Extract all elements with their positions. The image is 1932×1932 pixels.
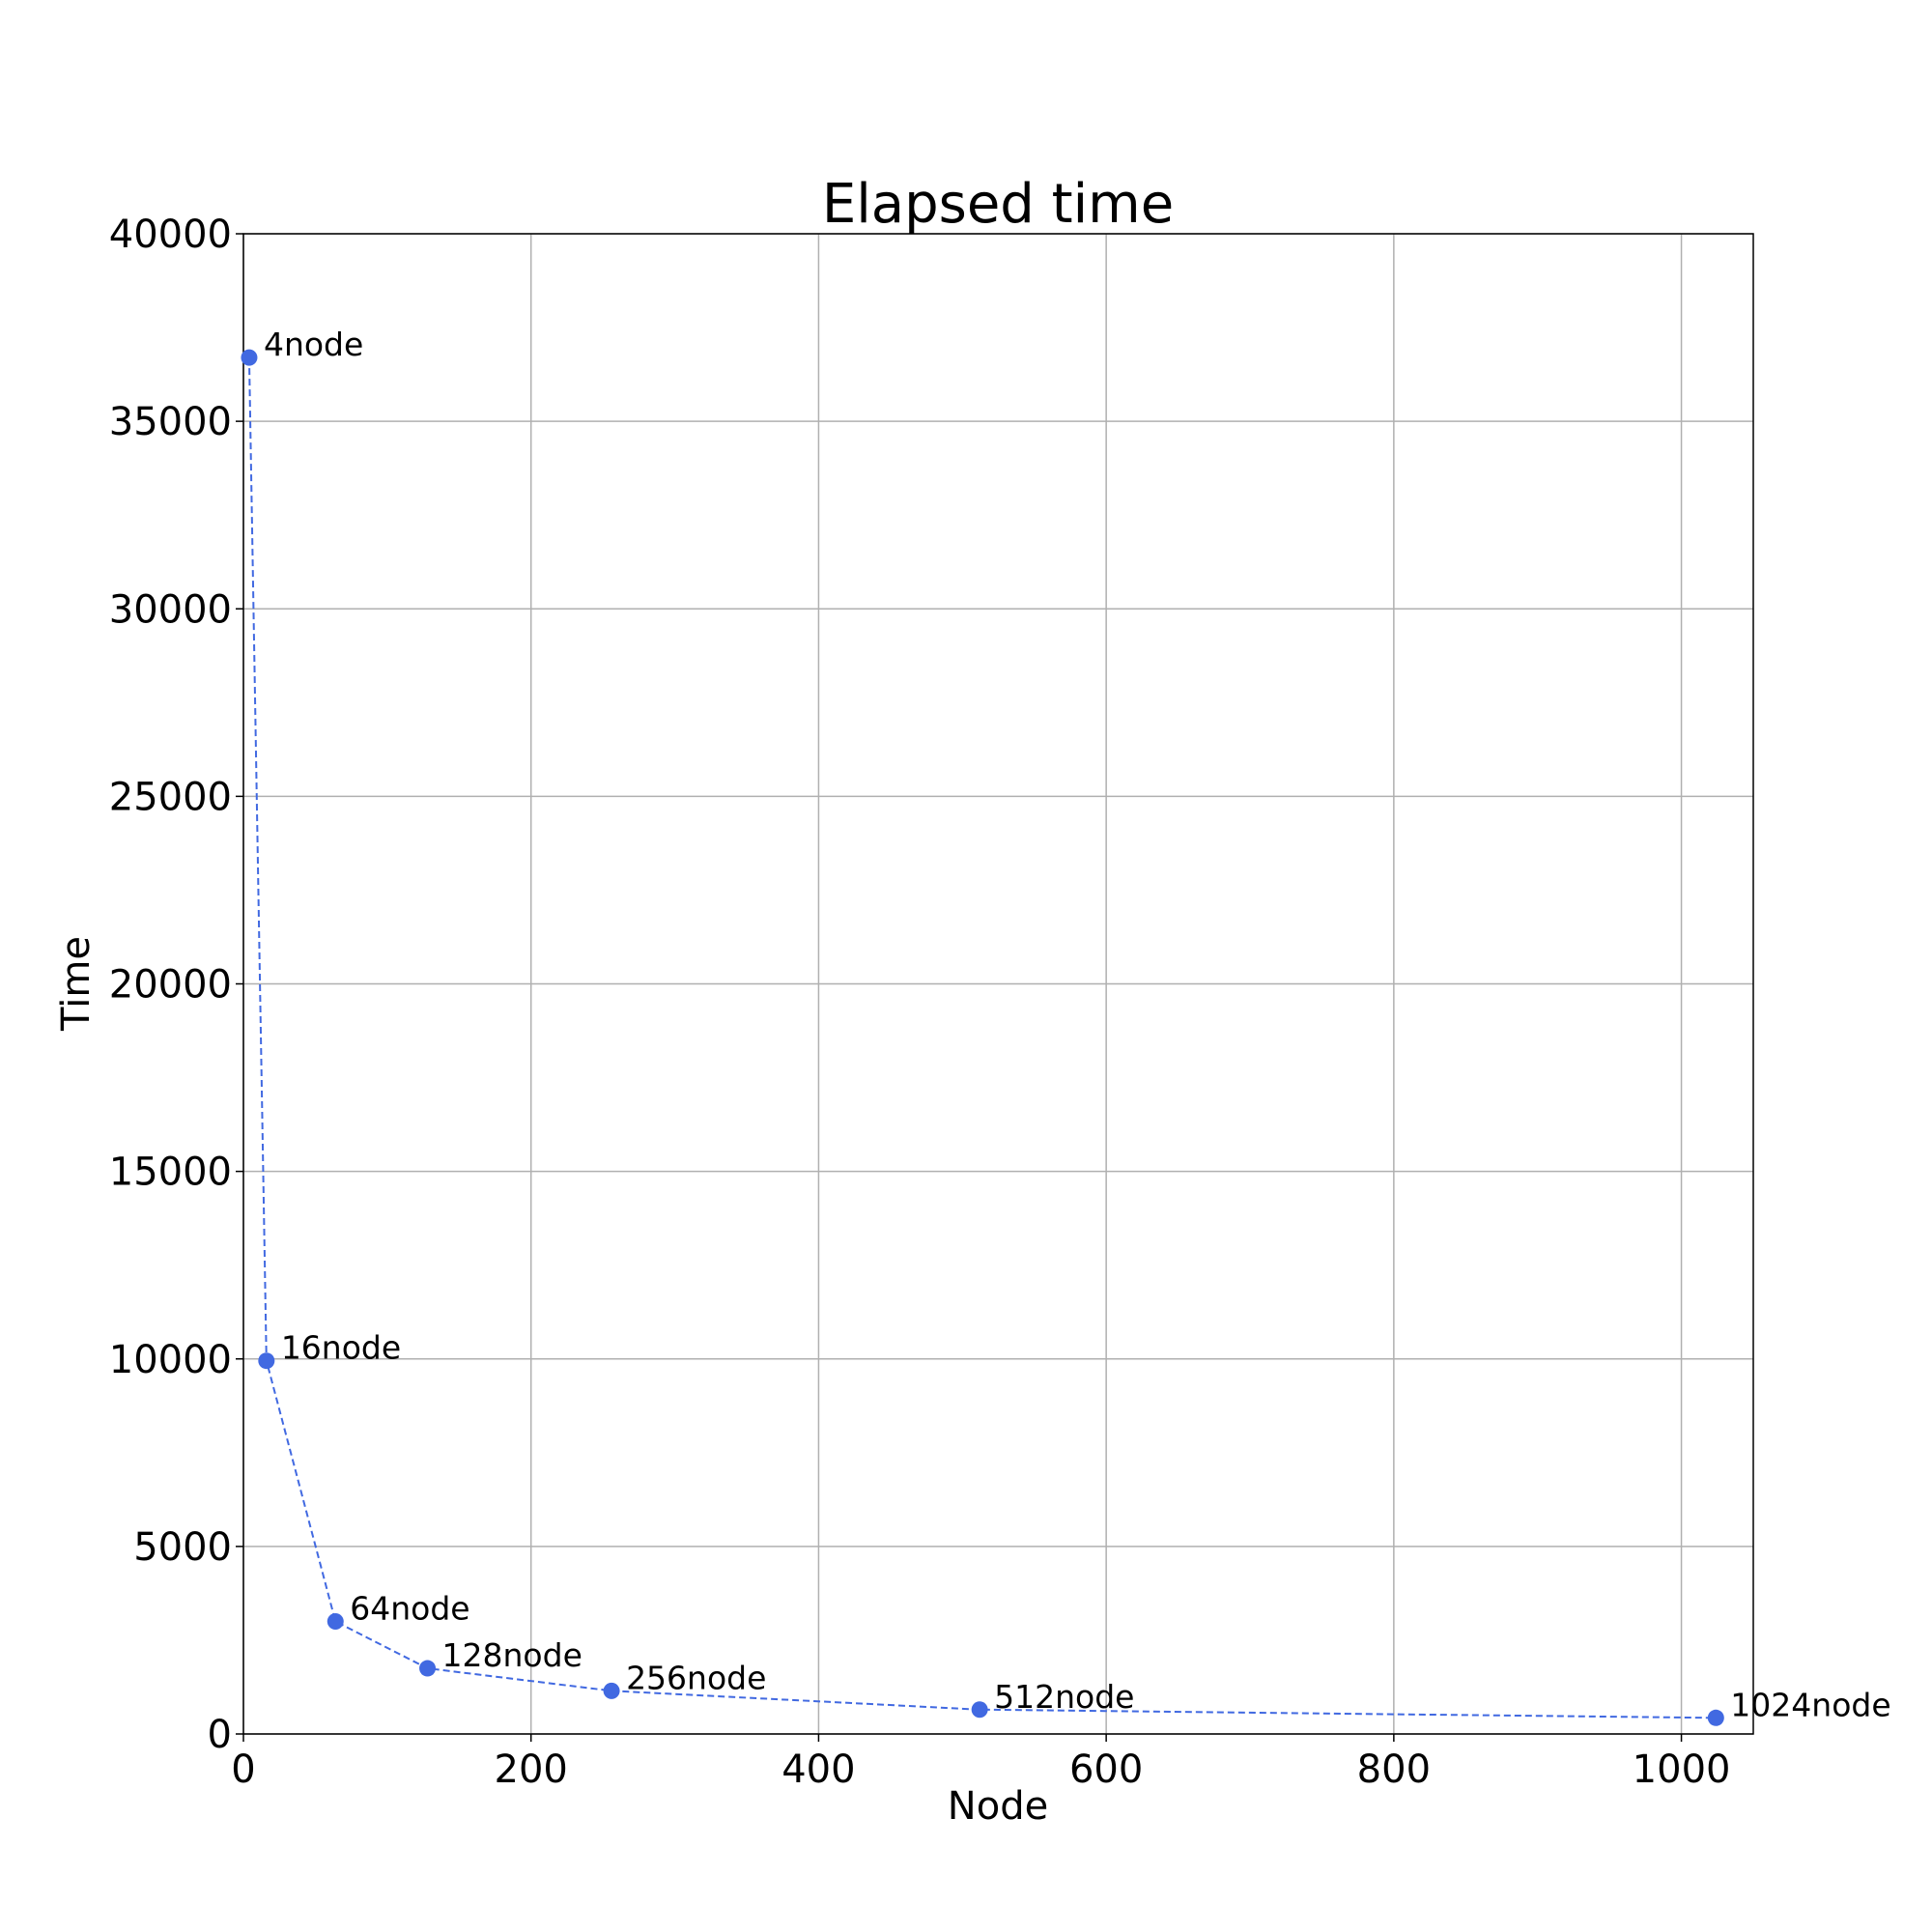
y-tick-label: 35000 xyxy=(109,400,232,444)
x-tick-label: 600 xyxy=(1069,1747,1143,1792)
data-point xyxy=(241,349,258,366)
x-tick-label: 1000 xyxy=(1633,1747,1731,1792)
data-point xyxy=(1707,1709,1724,1726)
x-tick-label: 200 xyxy=(495,1747,568,1792)
data-point xyxy=(258,1352,275,1370)
x-tick-label: 400 xyxy=(781,1747,855,1792)
data-point-label: 512node xyxy=(994,1678,1134,1716)
data-point-label: 16node xyxy=(281,1329,401,1367)
data-point xyxy=(419,1660,437,1677)
data-point xyxy=(327,1613,344,1631)
data-point-label: 4node xyxy=(264,326,363,363)
point-labels: 4node 16node 64node 128node 256node 512node 10… xyxy=(264,326,1891,1723)
data-point-label: 128node xyxy=(442,1636,582,1674)
ticks: 0 200 400 600 800 100005000100001500020000250… xyxy=(109,213,1731,1792)
x-axis-label: Node xyxy=(948,1784,1048,1829)
x-tick-label: 800 xyxy=(1357,1747,1431,1792)
y-tick-label: 25000 xyxy=(109,775,232,819)
data-point xyxy=(971,1701,988,1719)
y-axis-label: Time xyxy=(54,936,99,1032)
chart-title: Elapsed time xyxy=(822,173,1174,236)
y-tick-label: 20000 xyxy=(109,963,232,1008)
data-point xyxy=(603,1682,620,1699)
data-point-label: 1024node xyxy=(1730,1686,1890,1723)
series-line xyxy=(247,357,1717,1719)
y-tick-label: 15000 xyxy=(109,1151,232,1195)
series xyxy=(241,349,1724,1726)
data-point-label: 64node xyxy=(350,1590,469,1628)
y-tick-label: 10000 xyxy=(109,1338,232,1382)
y-tick-label: 30000 xyxy=(109,587,232,632)
x-tick-label: 0 xyxy=(231,1747,255,1792)
y-tick-label: 0 xyxy=(208,1713,232,1757)
grid xyxy=(242,233,1753,1735)
y-tick-label: 5000 xyxy=(133,1525,232,1570)
data-point-label: 256node xyxy=(626,1659,766,1696)
y-tick-label: 40000 xyxy=(109,213,232,257)
